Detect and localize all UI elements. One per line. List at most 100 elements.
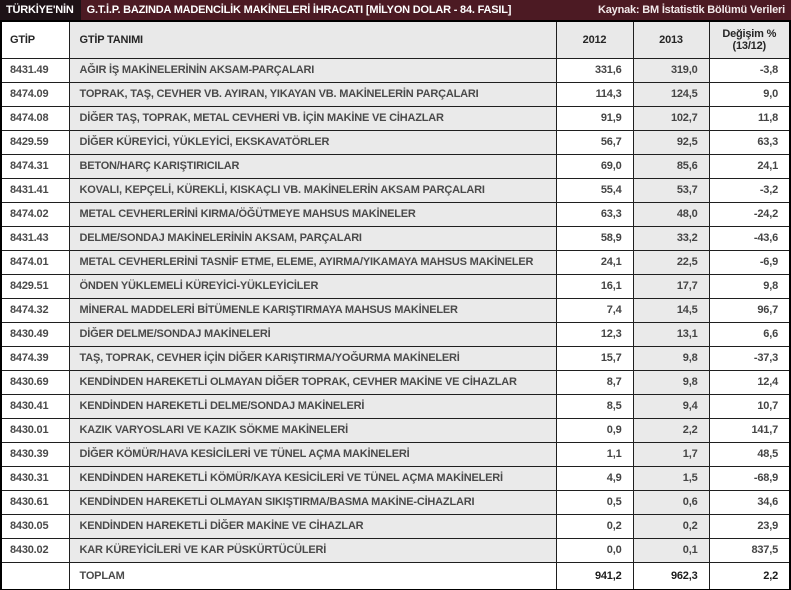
gtip-code-cell: 8430.49 [0,321,70,347]
value-change-cell: 48,5 [708,441,791,467]
value-2012-cell: 63,3 [555,201,634,227]
source-label: Kaynak: BM İstatistik Bölümü Verileri [598,4,785,16]
value-2012-cell: 16,1 [555,273,634,299]
value-2013-cell: 319,0 [632,57,710,83]
value-2013-cell: 0,6 [632,489,710,515]
gtip-code-cell: 8474.01 [0,249,70,275]
value-change-cell: 9,0 [708,81,791,107]
column-header-gtip: GTİP [0,20,70,59]
gtip-desc-cell: KENDİNDEN HAREKETLİ DİĞER MAKİNE VE CİHA… [68,513,557,539]
value-2012-cell: 331,6 [555,57,634,83]
value-2013-cell: 0,1 [632,537,710,563]
gtip-code-cell: 8431.49 [0,57,70,83]
value-change-cell: -43,6 [708,225,791,251]
value-2013-cell: 92,5 [632,129,710,155]
value-2012-cell: 7,4 [555,297,634,323]
value-2012-cell: 0,9 [555,417,634,443]
total-row: TOPLAM 941,2 962,3 2,2 [0,561,791,590]
gtip-desc-cell: DİĞER DELME/SONDAJ MAKİNELERİ [68,321,557,347]
gtip-desc-cell: KENDİNDEN HAREKETLİ OLMAYAN SIKIŞTIRMA/B… [68,489,557,515]
title-bar-left: TÜRKİYE'NİN G.T.İ.P. BAZINDA MADENCİLİK … [0,0,511,20]
value-2012-cell: 69,0 [555,153,634,179]
gtip-desc-cell: MİNERAL MADDELERİ BİTÜMENLE KARIŞTIRMAYA… [68,297,557,323]
gtip-code-cell: 8431.43 [0,225,70,251]
value-change-cell: -3,8 [708,57,791,83]
gtip-code-cell: 8430.31 [0,465,70,491]
column-header-change: Değişim % (13/12) [708,20,791,59]
gtip-desc-cell: KAR KÜREYİCİLERİ VE KAR PÜSKÜRTÜCÜLERİ [68,537,557,563]
page-title: G.T.İ.P. BAZINDA MADENCİLİK MAKİNELERİ İ… [86,4,512,16]
gtip-desc-cell: TAŞ, TOPRAK, CEVHER İÇİN DİĞER KARIŞTIRM… [68,345,557,371]
gtip-code-cell: 8430.01 [0,417,70,443]
table-row: 8431.41 KOVALI, KEPÇELİ, KÜREKLİ, KISKAÇ… [0,177,791,203]
value-2013-cell: 102,7 [632,105,710,131]
gtip-code-cell: 8474.39 [0,345,70,371]
value-2012-cell: 0,5 [555,489,634,515]
table-row: 8430.41 KENDİNDEN HAREKETLİ DELME/SONDAJ… [0,393,791,419]
value-2013-cell: 14,5 [632,297,710,323]
table-row: 8474.08 DİĞER TAŞ, TOPRAK, METAL CEVHERİ… [0,105,791,131]
value-2012-cell: 114,3 [555,81,634,107]
value-2013-cell: 9,8 [632,369,710,395]
table-row: 8430.61 KENDİNDEN HAREKETLİ OLMAYAN SIKI… [0,489,791,515]
value-2012-cell: 15,7 [555,345,634,371]
gtip-code-cell: 8474.02 [0,201,70,227]
export-table: GTİP GTİP TANIMI 2012 2013 Değişim % (13… [0,20,791,590]
gtip-code-cell: 8429.59 [0,129,70,155]
value-2012-cell: 8,5 [555,393,634,419]
total-empty-cell [0,561,70,590]
value-2012-cell: 55,4 [555,177,634,203]
gtip-desc-cell: KENDİNDEN HAREKETLİ KÖMÜR/KAYA KESİCİLER… [68,465,557,491]
gtip-code-cell: 8430.69 [0,369,70,395]
table-row: 8429.51 ÖNDEN YÜKLEMELİ KÜREYİCİ-YÜKLEYİ… [0,273,791,299]
table-row: 8430.05 KENDİNDEN HAREKETLİ DİĞER MAKİNE… [0,513,791,539]
gtip-desc-cell: BETON/HARÇ KARIŞTIRICILAR [68,153,557,179]
gtip-code-cell: 8474.31 [0,153,70,179]
value-2013-cell: 33,2 [632,225,710,251]
value-change-cell: 10,7 [708,393,791,419]
value-change-cell: -24,2 [708,201,791,227]
gtip-desc-cell: KOVALI, KEPÇELİ, KÜREKLİ, KISKAÇLI VB. M… [68,177,557,203]
gtip-desc-cell: DİĞER KÜREYİCİ, YÜKLEYİCİ, EKSKAVATÖRLER [68,129,557,155]
gtip-code-cell: 8474.09 [0,81,70,107]
value-change-cell: 837,5 [708,537,791,563]
gtip-code-cell: 8430.39 [0,441,70,467]
value-change-cell: 96,7 [708,297,791,323]
gtip-desc-cell: KENDİNDEN HAREKETLİ OLMAYAN DİĞER TOPRAK… [68,369,557,395]
value-2012-cell: 8,7 [555,369,634,395]
table-row: 8474.09 TOPRAK, TAŞ, CEVHER VB. AYIRAN, … [0,81,791,107]
gtip-code-cell: 8474.32 [0,297,70,323]
value-2013-cell: 53,7 [632,177,710,203]
value-change-cell: 6,6 [708,321,791,347]
value-2012-cell: 12,3 [555,321,634,347]
column-header-tanimi: GTİP TANIMI [68,20,557,59]
gtip-desc-cell: KAZIK VARYOSLARI VE KAZIK SÖKME MAKİNELE… [68,417,557,443]
gtip-desc-cell: METAL CEVHERLERİNİ KIRMA/ÖĞÜTMEYE MAHSUS… [68,201,557,227]
value-2013-cell: 13,1 [632,321,710,347]
gtip-code-cell: 8430.61 [0,489,70,515]
gtip-code-cell: 8430.41 [0,393,70,419]
value-change-cell: -68,9 [708,465,791,491]
value-2013-cell: 2,2 [632,417,710,443]
gtip-desc-cell: ÖNDEN YÜKLEMELİ KÜREYİCİ-YÜKLEYİCİLER [68,273,557,299]
value-2013-cell: 1,7 [632,441,710,467]
table-footer: TOPLAM 941,2 962,3 2,2 [0,561,791,590]
column-header-2012: 2012 [555,20,634,59]
gtip-code-cell: 8430.02 [0,537,70,563]
total-value-2012: 941,2 [555,561,634,590]
total-value-change: 2,2 [708,561,791,590]
value-change-cell: 34,6 [708,489,791,515]
value-2013-cell: 9,4 [632,393,710,419]
table-body: 8431.49 AĞIR İŞ MAKİNELERİNİN AKSAM-PARÇ… [0,57,791,563]
value-change-cell: 12,4 [708,369,791,395]
table-row: 8474.02 METAL CEVHERLERİNİ KIRMA/ÖĞÜTMEY… [0,201,791,227]
table-row: 8474.32 MİNERAL MADDELERİ BİTÜMENLE KARI… [0,297,791,323]
table-row: 8474.01 METAL CEVHERLERİNİ TASNİF ETME, … [0,249,791,275]
table-row: 8430.69 KENDİNDEN HAREKETLİ OLMAYAN DİĞE… [0,369,791,395]
value-change-cell: -3,2 [708,177,791,203]
value-2012-cell: 4,9 [555,465,634,491]
value-2013-cell: 22,5 [632,249,710,275]
value-2013-cell: 17,7 [632,273,710,299]
table-row: 8431.49 AĞIR İŞ MAKİNELERİNİN AKSAM-PARÇ… [0,57,791,83]
table-row: 8430.49 DİĞER DELME/SONDAJ MAKİNELERİ 12… [0,321,791,347]
